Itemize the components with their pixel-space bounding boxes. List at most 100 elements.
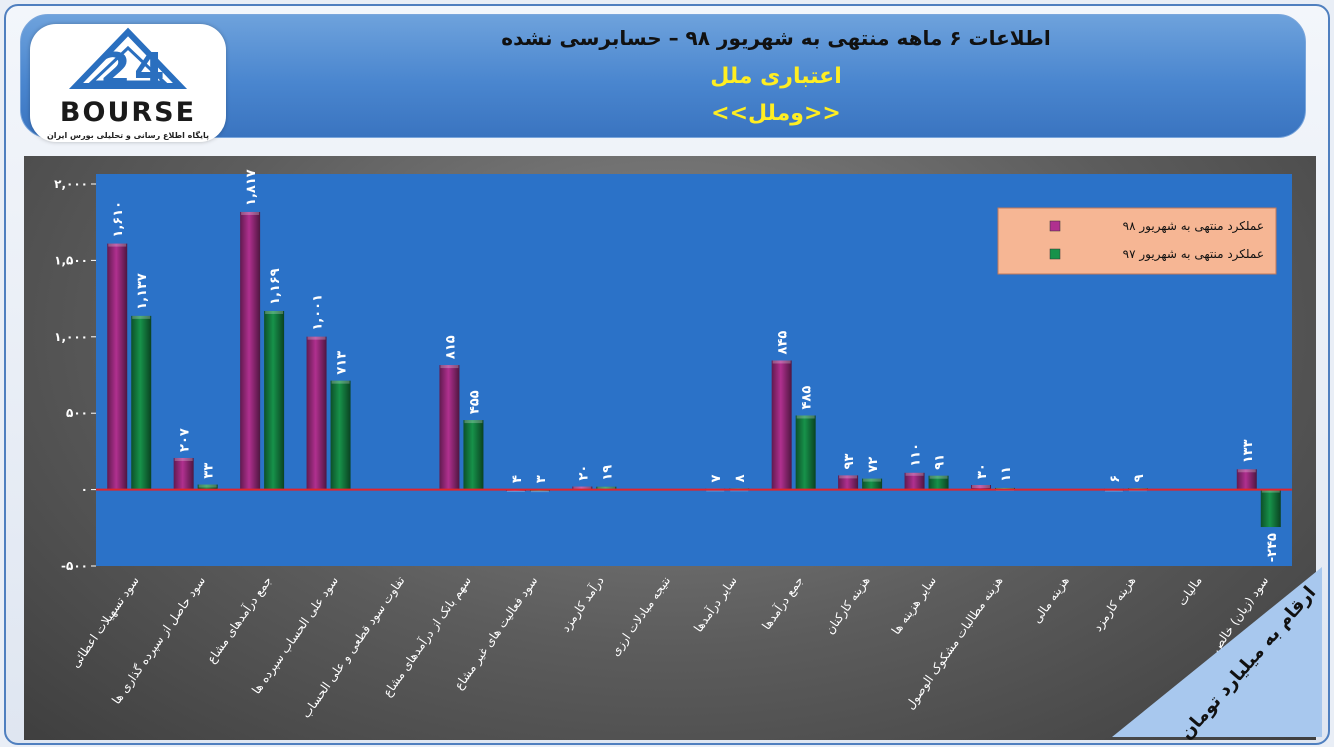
bourse24-logo: 2 4 BOURSE پایگاه اطلاع رسانی و تحلیلی ب… (30, 24, 226, 142)
x-category-label: هزینه مالی (1030, 574, 1073, 627)
bar-series-98 (240, 211, 261, 490)
data-label: -۲۴۵ (1265, 533, 1280, 562)
slide-frame: 2 4 BOURSE پایگاه اطلاع رسانی و تحلیلی ب… (4, 4, 1330, 745)
bar-cap (241, 211, 260, 215)
data-label: ۱۱ (999, 466, 1014, 482)
data-label: ۳ (534, 475, 549, 483)
logo-tagline: پایگاه اطلاع رسانی و تحلیلی بورس ایران (46, 131, 210, 140)
bar-cap (597, 486, 616, 490)
company-name: اعتباری ملل (710, 64, 842, 89)
x-category-label: سایر هزینه ها (889, 574, 940, 638)
bar-cap (331, 380, 350, 384)
bar-series-98 (971, 485, 991, 490)
data-label: ۲۰ (576, 465, 591, 481)
legend-box (997, 207, 1277, 275)
bar-cap (573, 486, 592, 490)
bar-series-97 (264, 310, 285, 490)
bar-cap (863, 478, 882, 482)
x-category-label: هزینه کارکنان (823, 574, 874, 638)
y-tick-label: ۱,۵۰۰ (54, 253, 88, 267)
data-label: ۱۹ (600, 465, 615, 481)
data-label: ۱,۱۶۹ (268, 268, 283, 305)
bar-cap (929, 475, 948, 479)
legend-swatch (1049, 248, 1061, 260)
x-category-label: جمع درآمدهای مشاع (203, 573, 275, 666)
bar-series-98 (1236, 469, 1257, 490)
data-label: ۱,۶۱۰ (111, 201, 126, 238)
bar-series-98 (572, 486, 593, 490)
legend-swatch (1049, 220, 1061, 232)
bar-series-97 (795, 415, 816, 490)
y-tick-label: -۵۰۰ (61, 559, 88, 573)
bar-cap (132, 315, 151, 319)
bar-series-97 (330, 380, 351, 490)
bar-series-97 (131, 315, 152, 490)
bar-series-97 (596, 486, 617, 490)
x-category-label: سود تسهیلات اعطائی (68, 574, 142, 671)
bar-series-98 (838, 475, 859, 490)
y-tick-label: ۱,۰۰۰ (54, 330, 88, 344)
bar-cap (972, 485, 990, 489)
data-label: ۱,۱۳۷ (135, 273, 150, 310)
bar-cap (796, 415, 815, 419)
data-label: ۳۰ (975, 463, 990, 479)
bar-series-97 (197, 484, 218, 490)
bar-series-98 (771, 360, 792, 490)
data-label: ۴۸۵ (800, 386, 815, 410)
svg-text:2: 2 (100, 44, 131, 95)
data-label: ۸۴۵ (776, 331, 791, 355)
data-label: ۷ (709, 475, 724, 483)
bar-series-97 (463, 420, 484, 490)
data-label: ۸۱۵ (443, 335, 458, 359)
data-label: ۳۳ (202, 463, 217, 479)
bar-cap (307, 336, 326, 340)
bar-chart: -۵۰۰۰۵۰۰۱,۰۰۰۱,۵۰۰۲,۰۰۰۱,۶۱۰۲۰۷۱,۸۱۷۱,۰۰… (54, 169, 1292, 721)
bar-cap (174, 457, 193, 461)
ticker-symbol: <<وملل>> (711, 101, 841, 126)
chart-panel: -۵۰۰ ۰ ۵۰۰ ۱,۰۰۰ ۱,۵۰۰ ۲,۰۰۰ ۱,۶۱۰ ۲۰۷ ۱,۸۱۷ ۱,۰۰… (24, 156, 1316, 740)
bar-cap (1261, 489, 1280, 493)
x-category-label: جمع درآمدها (758, 573, 807, 633)
data-label: ۶ (1108, 475, 1123, 483)
svg-text:4: 4 (134, 44, 165, 95)
bar-series-97 (862, 478, 883, 490)
report-title: اطلاعات ۶ ماهه منتهی به شهریور ۹۸ – حساب… (501, 26, 1051, 50)
bar-series-97 (1260, 489, 1281, 528)
data-label: ۹۱ (933, 454, 948, 470)
bar-cap (1237, 469, 1256, 473)
data-label: ۲۰۷ (178, 428, 193, 452)
unit-note-corner (1112, 567, 1322, 737)
bar-cap (839, 475, 858, 479)
data-label: ۴ (510, 475, 525, 483)
logo-word: BOURSE (59, 97, 197, 128)
bar-cap (530, 489, 549, 493)
data-label: ۴۵۵ (467, 390, 482, 414)
data-label: ۷۱۳ (335, 351, 350, 375)
data-label: ۹۳ (842, 453, 857, 469)
data-label: ۷۲ (866, 457, 881, 473)
bar-series-98 (439, 365, 460, 490)
y-tick-label: ۲,۰۰۰ (54, 177, 88, 191)
y-tick-label: ۰ (81, 483, 88, 497)
bar-cap (440, 365, 459, 369)
bar-cap (108, 243, 127, 247)
logo-mark-icon: 2 4 (68, 27, 188, 95)
x-category-label: نتیجه مبادلات ارزی (608, 574, 674, 660)
data-label: ۱۳۳ (1241, 439, 1256, 463)
legend-entry: عملکرد منتهی به شهریور ۹۷ (1123, 247, 1264, 262)
data-label: ۹ (1132, 474, 1147, 482)
data-label: ۱۱۰ (909, 443, 924, 467)
data-label: ۱,۸۱۷ (244, 169, 259, 206)
bar-cap (198, 484, 217, 488)
x-category-label: سایر درآمدها (690, 573, 740, 635)
data-label: ۸ (733, 474, 748, 482)
bar-series-98 (173, 457, 194, 490)
data-label: ۱,۰۰۱ (311, 294, 326, 331)
x-category-label: درآمد کارمزد (557, 573, 607, 635)
bar-series-98 (904, 472, 925, 490)
bar-series-98 (107, 243, 128, 490)
bar-cap (772, 360, 791, 364)
bar-series-98 (306, 336, 327, 490)
legend-entry: عملکرد منتهی به شهریور ۹۸ (1123, 219, 1264, 234)
bar-cap (464, 420, 483, 424)
